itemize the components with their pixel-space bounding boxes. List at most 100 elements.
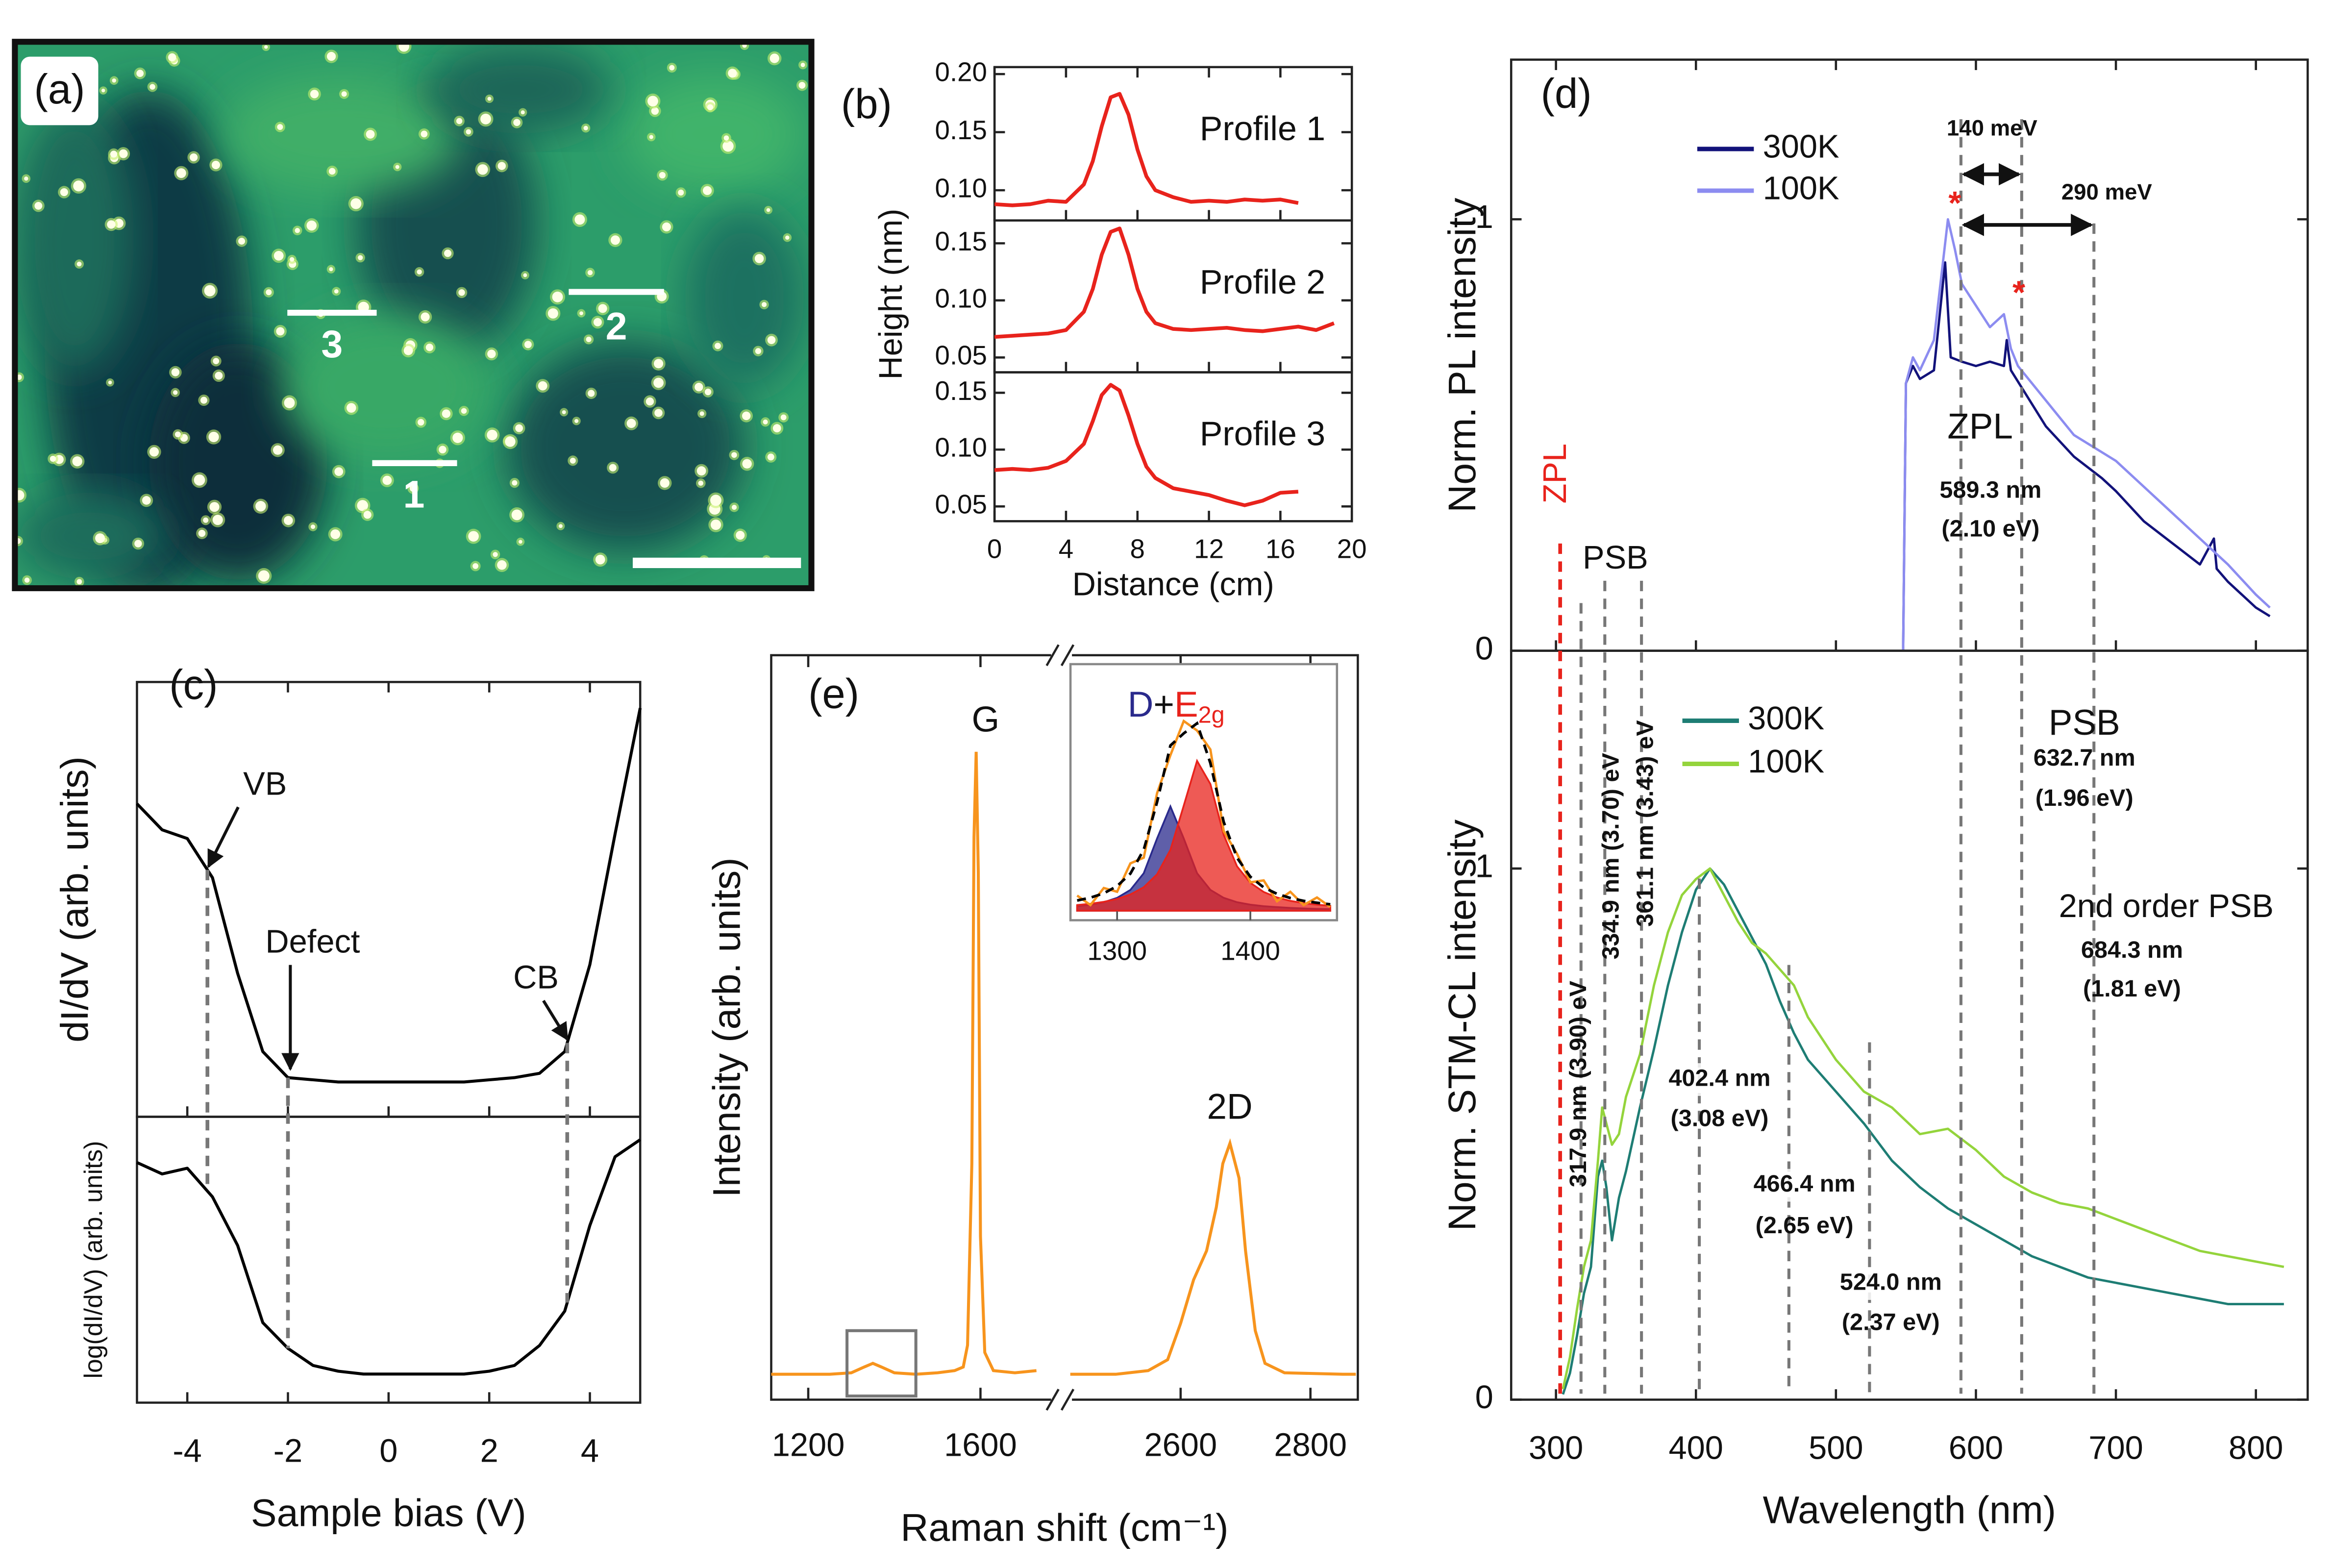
image-dot — [798, 82, 806, 89]
image-dot — [136, 70, 144, 77]
y-axis-label: log(dI/dV) (arb. units) — [79, 1141, 107, 1379]
image-dot — [76, 261, 82, 267]
image-dot — [273, 250, 284, 261]
inset-title-part: D — [1128, 685, 1154, 724]
image-dot — [101, 88, 105, 93]
image-dot — [699, 411, 704, 416]
image-dot — [767, 453, 774, 461]
annotation-background — [1751, 1169, 1858, 1202]
image-dot — [277, 124, 283, 130]
image-dot — [731, 452, 737, 458]
x-axis-label: Distance (cm) — [1072, 567, 1274, 603]
inset-title: D+E2g — [1128, 685, 1225, 728]
annotation: 524.0 nm — [1840, 1269, 1942, 1295]
image-dot — [418, 419, 424, 426]
image-dot — [731, 504, 737, 510]
image-dot — [95, 533, 105, 544]
axis-break — [1045, 1389, 1060, 1411]
x-tick-label: 600 — [1949, 1430, 2003, 1467]
image-dot — [213, 358, 220, 365]
image-dot — [289, 257, 295, 262]
image-dot — [651, 107, 659, 115]
profile-number: 2 — [606, 304, 627, 348]
image-dot — [626, 419, 636, 428]
x-tick-label: 2 — [480, 1433, 498, 1469]
image-dot — [350, 198, 362, 209]
image-dot — [425, 344, 434, 351]
image-dot — [212, 515, 223, 525]
y-tick-label: 0.05 — [935, 341, 987, 371]
image-dot — [505, 436, 516, 447]
x-tick-label: 0 — [987, 534, 1002, 564]
legend-label: 100K — [1763, 171, 1839, 207]
line — [1902, 261, 2271, 651]
image-dot — [110, 150, 118, 158]
line — [994, 226, 1335, 339]
image-dot — [173, 390, 178, 395]
y-axis-label: Norm. PL intensity — [1440, 198, 1484, 513]
image-dot — [570, 457, 576, 464]
y-tick-label: 0 — [1475, 1379, 1493, 1416]
image-dot — [574, 419, 579, 423]
subplot-name: Profile 2 — [1200, 263, 1325, 301]
image-dot — [24, 577, 30, 583]
image-dot — [238, 238, 246, 245]
image-dot — [382, 475, 392, 485]
image-dot — [403, 346, 413, 355]
image-dot — [785, 235, 790, 240]
y-axis-label: Intensity (arb. units) — [705, 857, 748, 1197]
image-dot — [552, 291, 563, 302]
axes-frame — [1510, 649, 2309, 1401]
image-dot — [328, 168, 336, 175]
image-dot — [341, 91, 347, 97]
image-dot — [203, 517, 209, 523]
image-dot — [523, 273, 527, 277]
image-dot — [358, 255, 363, 260]
image-dot — [761, 302, 767, 307]
image-dot — [754, 254, 764, 263]
zoom-box — [845, 1329, 918, 1398]
image-dot — [421, 130, 428, 138]
image-dot — [558, 524, 563, 528]
image-dot — [698, 480, 704, 486]
annotation: (2.65 eV) — [1756, 1212, 1854, 1239]
annotation: 589.3 nm — [1939, 476, 2041, 503]
x-tick-label: 1200 — [772, 1427, 845, 1463]
image-region — [223, 75, 462, 194]
line — [1902, 218, 2271, 651]
annotation: CB — [513, 960, 559, 996]
annotation: 334.9 nm (3.70) eV — [1598, 753, 1624, 960]
annotation: PSB — [1583, 540, 1648, 576]
image-dot — [723, 135, 729, 141]
image-dot — [710, 495, 721, 506]
y-tick-label: 0 — [1475, 630, 1493, 667]
image-dot — [598, 304, 607, 313]
x-tick-label: 500 — [1809, 1430, 1863, 1467]
image-dot — [769, 53, 779, 63]
image-dot — [512, 480, 518, 486]
image-dot — [645, 397, 654, 406]
image-dot — [73, 180, 84, 192]
image-dot — [456, 118, 463, 124]
annotation-arrow — [542, 999, 569, 1041]
image-dot — [171, 368, 180, 376]
image-dot — [421, 312, 430, 322]
annotation: 290 meV — [2061, 179, 2152, 204]
y-tick-label: 0.05 — [935, 490, 987, 520]
annotation: 466.4 nm — [1754, 1170, 1856, 1197]
x-tick-label: 4 — [581, 1433, 599, 1469]
image-dot — [583, 125, 588, 130]
y-axis-label: Norm. STM-CL intensity — [1440, 819, 1484, 1231]
image-region — [431, 45, 611, 134]
annotation: 2nd order PSB — [2059, 888, 2274, 924]
annotation: VB — [243, 766, 287, 802]
image-dot — [766, 208, 770, 212]
image-dot — [264, 45, 268, 49]
image-dot — [76, 579, 82, 585]
image-dot — [366, 130, 375, 139]
line — [136, 1138, 641, 1376]
image-dot — [176, 168, 186, 178]
line — [994, 92, 1299, 207]
image-dot — [736, 530, 745, 540]
image-dot — [306, 220, 317, 231]
